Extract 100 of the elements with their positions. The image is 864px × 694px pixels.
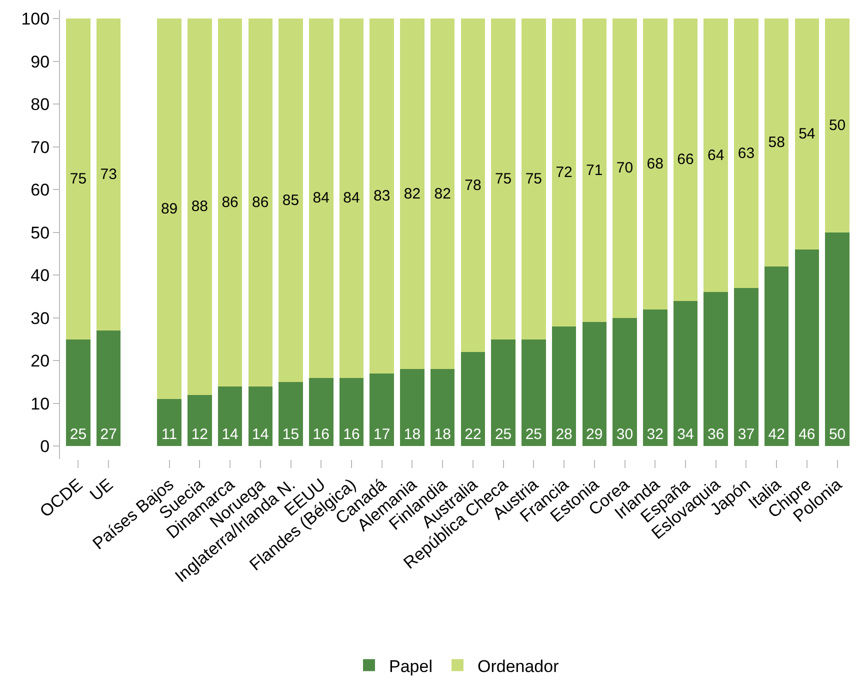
data-label: 54 bbox=[798, 126, 816, 143]
bar bbox=[582, 18, 607, 322]
bar bbox=[825, 18, 850, 232]
data-label: 30 bbox=[616, 426, 634, 444]
data-label: 75 bbox=[70, 170, 87, 188]
data-label: 71 bbox=[586, 162, 603, 179]
x-tick-label: UE bbox=[86, 474, 117, 505]
bar bbox=[552, 326, 576, 446]
data-label: 82 bbox=[434, 185, 451, 202]
data-label: 70 bbox=[616, 160, 634, 177]
bar bbox=[188, 18, 212, 395]
bar bbox=[278, 382, 303, 446]
bar bbox=[582, 322, 607, 446]
bar bbox=[522, 339, 546, 446]
data-label: 66 bbox=[677, 151, 694, 168]
bar bbox=[400, 18, 424, 370]
bar bbox=[157, 399, 182, 446]
data-label: 36 bbox=[708, 426, 724, 444]
data-label: 25 bbox=[525, 426, 542, 444]
data-label: 12 bbox=[191, 426, 208, 444]
data-label: 68 bbox=[646, 155, 664, 172]
bar bbox=[704, 292, 728, 446]
data-label: 83 bbox=[374, 188, 390, 205]
data-label: 46 bbox=[798, 426, 816, 444]
y-tick-label: 20 bbox=[30, 352, 50, 371]
data-label: 37 bbox=[738, 426, 755, 444]
y-tick-label: 60 bbox=[30, 180, 50, 200]
bar bbox=[764, 18, 789, 267]
y-tick-label: 90 bbox=[30, 52, 50, 72]
data-label: 27 bbox=[100, 426, 117, 444]
bar bbox=[96, 330, 121, 446]
bar bbox=[642, 309, 668, 446]
bar bbox=[673, 300, 698, 446]
data-label: 85 bbox=[282, 192, 300, 209]
data-label: 16 bbox=[312, 426, 330, 444]
bar bbox=[612, 318, 637, 446]
data-label: 50 bbox=[828, 426, 846, 444]
y-tick-label: 80 bbox=[30, 95, 50, 114]
data-label: 15 bbox=[282, 426, 300, 444]
bar bbox=[704, 18, 728, 292]
bar bbox=[308, 18, 334, 378]
data-label: 14 bbox=[222, 426, 238, 444]
data-label: 34 bbox=[677, 426, 694, 444]
bar bbox=[339, 18, 364, 378]
bar bbox=[734, 288, 758, 446]
bar bbox=[734, 18, 758, 288]
y-tick-label: 70 bbox=[30, 138, 50, 157]
bar bbox=[278, 18, 303, 382]
data-label: 17 bbox=[374, 426, 390, 444]
bar bbox=[66, 339, 90, 446]
bar bbox=[522, 18, 546, 340]
data-label: 32 bbox=[646, 426, 664, 444]
data-label: 25 bbox=[70, 426, 87, 444]
data-label: 22 bbox=[464, 426, 482, 444]
bar bbox=[642, 18, 668, 310]
bar bbox=[218, 18, 242, 386]
data-label: 86 bbox=[252, 194, 269, 211]
data-label: 42 bbox=[768, 426, 785, 444]
data-label: 84 bbox=[343, 190, 360, 207]
data-label: 50 bbox=[828, 116, 846, 134]
bar bbox=[764, 266, 789, 446]
data-label: 14 bbox=[252, 426, 269, 444]
bar bbox=[430, 18, 455, 370]
data-label: 64 bbox=[708, 146, 724, 164]
bar bbox=[460, 352, 486, 446]
bar bbox=[188, 394, 212, 446]
y-tick-label: 100 bbox=[21, 10, 50, 28]
bar bbox=[491, 18, 516, 340]
bar bbox=[96, 18, 121, 331]
y-tick-label: 0 bbox=[40, 437, 50, 456]
data-label: 84 bbox=[312, 190, 330, 207]
y-tick-label: 50 bbox=[30, 223, 50, 242]
bar bbox=[794, 249, 820, 446]
data-label: 11 bbox=[162, 426, 178, 444]
bar bbox=[491, 339, 516, 446]
data-label: 88 bbox=[191, 198, 208, 216]
data-label: 25 bbox=[494, 426, 512, 444]
data-label: 75 bbox=[525, 170, 542, 188]
data-label: 86 bbox=[222, 194, 238, 211]
data-label: 58 bbox=[768, 134, 785, 152]
y-tick-label: 30 bbox=[30, 308, 50, 328]
data-label: 82 bbox=[404, 185, 421, 202]
y-tick-label: 40 bbox=[30, 266, 50, 286]
bar bbox=[339, 378, 364, 446]
data-label: 75 bbox=[494, 170, 512, 188]
data-label: 29 bbox=[586, 426, 603, 444]
bar bbox=[825, 232, 850, 446]
bar bbox=[370, 18, 394, 374]
bar bbox=[248, 386, 273, 446]
bar bbox=[370, 373, 394, 446]
data-label: 63 bbox=[738, 144, 755, 162]
bar bbox=[218, 386, 242, 446]
bar bbox=[673, 18, 698, 301]
bar bbox=[612, 18, 637, 318]
bar bbox=[248, 18, 273, 386]
bar bbox=[794, 18, 820, 250]
bar bbox=[400, 369, 424, 446]
bar bbox=[430, 369, 455, 446]
y-tick-label: 10 bbox=[30, 394, 50, 414]
bar bbox=[308, 378, 334, 446]
